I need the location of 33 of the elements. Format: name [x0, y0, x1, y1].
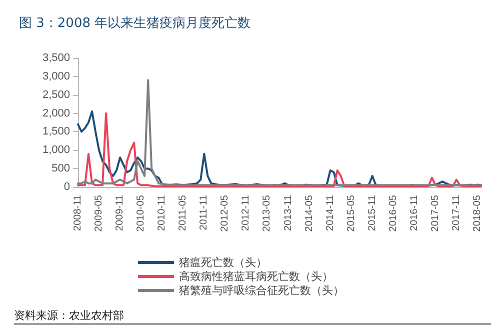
- x-tick-label: 2011-11: [198, 194, 210, 230]
- x-tick-label: 2016-05: [388, 194, 399, 232]
- x-tick-label: 2013-11: [282, 194, 294, 231]
- x-tick-label: 2014-05: [304, 194, 315, 232]
- x-tick-label: 2015-11: [366, 194, 378, 231]
- x-tick-label: 2011-05: [178, 194, 189, 231]
- x-tick-label: 2012-11: [240, 194, 252, 231]
- y-tick-label: 1,000: [42, 144, 70, 156]
- legend-label: 高致病性猪蓝耳病死亡数（头）: [179, 270, 333, 283]
- x-tick-label: 2016-11: [408, 194, 420, 231]
- y-tick-label: 3,500: [42, 52, 70, 64]
- x-tick-label: 2017-11: [450, 194, 462, 231]
- x-tick-label: 2012-05: [220, 194, 231, 232]
- y-tick-label: 2,500: [42, 88, 70, 101]
- y-tick-label: 3,000: [42, 70, 70, 82]
- y-tick-label: 500: [52, 162, 70, 175]
- y-tick-label: 1,500: [42, 126, 70, 138]
- legend-label: 猪瘟死亡数（头）: [179, 256, 267, 269]
- y-tick-label: 2,000: [42, 107, 70, 120]
- x-tick-label: 2009-11: [114, 194, 126, 231]
- chart-title: 图 3：2008 年以来生猪疫病月度死亡数: [19, 15, 251, 31]
- x-tick-label: 2017-05: [430, 194, 441, 232]
- x-tick-label: 2018-05: [472, 194, 483, 232]
- x-tick-label: 2013-05: [262, 194, 273, 232]
- x-tick-label: 2009-05: [94, 194, 105, 232]
- x-tick-label: 2014-11: [324, 194, 336, 231]
- y-tick-label: 0: [64, 181, 70, 193]
- x-tick-label: 2010-05: [136, 194, 147, 232]
- text: 资料来源：农业农村部: [14, 309, 124, 322]
- legend-label: 猪繁殖与呼吸综合征死亡数（头）: [179, 284, 344, 297]
- x-tick-label: 2015-05: [346, 194, 357, 232]
- x-tick-label: 2010-11: [156, 194, 168, 231]
- x-tick-label: 2008-11: [72, 194, 84, 231]
